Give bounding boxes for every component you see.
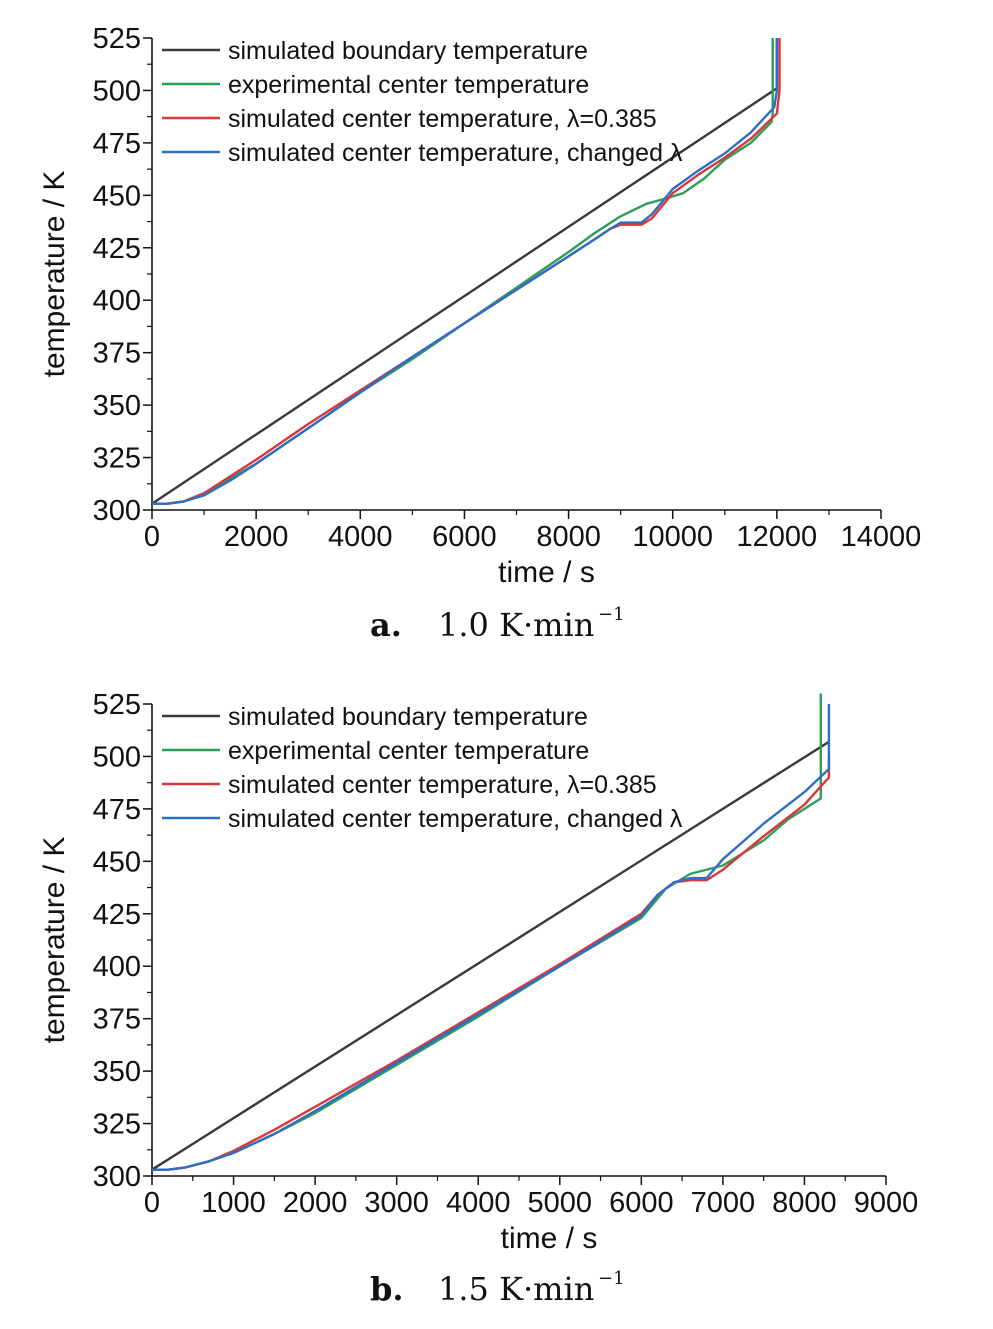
y-tick-label: 375 <box>93 1004 141 1036</box>
x-tick-label: 6000 <box>432 521 497 553</box>
x-tick-label: 3000 <box>364 1187 429 1219</box>
y-tick-label: 525 <box>93 23 141 55</box>
panel-letter: b. <box>370 1270 404 1308</box>
legend-label: simulated center temperature, λ=0.385 <box>228 771 657 799</box>
series-line-0 <box>151 740 830 1171</box>
panel-letter: a. <box>370 606 402 644</box>
x-tick-label: 8000 <box>772 1187 837 1219</box>
y-tick-label: 325 <box>93 1109 141 1141</box>
panel-rate: 1.5 K·min <box>438 1270 594 1308</box>
x-tick-label: 0 <box>144 1187 160 1219</box>
x-tick-label: 5000 <box>528 1187 593 1219</box>
x-tick-label: 2000 <box>283 1187 348 1219</box>
y-tick-label: 425 <box>93 899 141 931</box>
x-tick-label: 1000 <box>201 1187 266 1219</box>
y-tick-label: 450 <box>93 846 141 878</box>
y-tick-label: 400 <box>93 951 141 983</box>
y-tick-label: 500 <box>93 75 141 107</box>
legend-label: simulated center temperature, λ=0.385 <box>228 105 657 133</box>
x-tick-label: 12000 <box>737 521 818 553</box>
x-tick-label: 7000 <box>691 1187 756 1219</box>
panel-rate-exponent: −1 <box>598 604 625 625</box>
x-tick-label: 4000 <box>446 1187 511 1219</box>
y-tick-label: 475 <box>93 128 141 160</box>
y-tick-label: 500 <box>93 741 141 773</box>
y-tick-label: 475 <box>93 794 141 826</box>
legend-label: experimental center temperature <box>228 71 589 99</box>
chart-panel-b: 300 325 350 375 400 425 450 475 500 525 0 1000 2000 3… <box>38 689 918 1308</box>
x-tick-label: 8000 <box>536 521 601 553</box>
panel-rate: 1.0 K·min <box>438 606 594 644</box>
legend-label: experimental center temperature <box>228 737 589 765</box>
y-tick-label: 350 <box>93 1056 141 1088</box>
y-axis-title: temperature / K <box>38 171 71 378</box>
legend-label: simulated center temperature, changed λ <box>228 805 683 833</box>
y-tick-label: 350 <box>93 390 141 422</box>
y-tick-label: 300 <box>93 1161 141 1193</box>
series-line-3 <box>152 704 831 1171</box>
x-axis-title: time / s <box>501 1222 598 1255</box>
x-axis-title: time / s <box>498 556 595 589</box>
x-tick-label: 4000 <box>328 521 393 553</box>
legend-label: simulated boundary temperature <box>228 703 588 731</box>
y-tick-label: 325 <box>93 443 141 475</box>
y-tick-label: 375 <box>93 338 141 370</box>
panel-rate-exponent: −1 <box>598 1268 625 1289</box>
x-tick-label: 10000 <box>632 521 713 553</box>
y-tick-label: 300 <box>93 495 141 527</box>
x-tick-label: 6000 <box>609 1187 674 1219</box>
x-tick-label: 0 <box>144 521 160 553</box>
y-tick-label: 525 <box>93 689 141 721</box>
x-tick-label: 2000 <box>224 521 289 553</box>
y-tick-label: 450 <box>93 180 141 212</box>
legend-label: simulated boundary temperature <box>228 37 588 65</box>
x-tick-label: 14000 <box>841 521 922 553</box>
chart-panel-a: 300 325 350 375 400 425 450 475 500 525 0 2000 4000 6… <box>38 23 921 644</box>
y-tick-label: 400 <box>93 285 141 317</box>
y-axis-title: temperature / K <box>38 837 71 1044</box>
series-line-3 <box>152 38 779 505</box>
x-tick-label: 9000 <box>854 1187 919 1219</box>
y-tick-label: 425 <box>93 233 141 265</box>
legend-label: simulated center temperature, changed λ <box>228 139 683 167</box>
